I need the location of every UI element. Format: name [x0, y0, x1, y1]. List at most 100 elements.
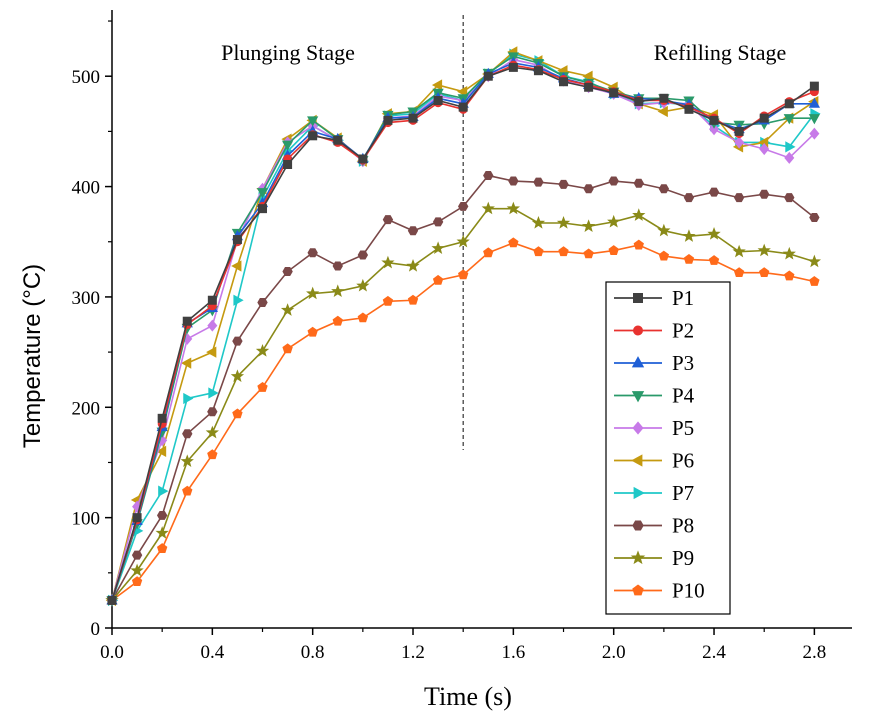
- data-point-p9: [331, 284, 345, 298]
- data-point-p10: [533, 246, 544, 257]
- legend-label: P2: [672, 319, 694, 343]
- data-point-p10: [508, 237, 519, 248]
- legend-swatch-marker: [632, 520, 644, 531]
- data-point-p1: [107, 595, 117, 605]
- data-point-p1: [559, 77, 569, 87]
- data-point-p10: [733, 267, 745, 278]
- data-point-p9: [556, 216, 571, 229]
- data-point-p1: [232, 235, 242, 245]
- data-point-p9: [280, 303, 295, 316]
- data-point-p8: [683, 193, 695, 203]
- data-point-p1: [709, 115, 719, 125]
- data-point-p9: [657, 223, 671, 237]
- data-point-p10: [382, 295, 394, 306]
- data-point-p1: [609, 88, 619, 98]
- y-tick-label: 300: [72, 288, 101, 309]
- data-point-p8: [558, 179, 569, 189]
- data-point-p10: [658, 250, 670, 261]
- x-axis-title: Time (s): [424, 682, 512, 711]
- legend: P1 P2 P3 P4 P5 P6 P7 P8 P9 P10: [605, 281, 731, 615]
- data-point-p9: [707, 227, 721, 240]
- legend-label: P3: [672, 351, 694, 375]
- x-tick-label: 1.2: [401, 642, 425, 663]
- x-tick-label: 2.8: [802, 642, 826, 663]
- data-point-p10: [332, 315, 343, 326]
- data-point-p8: [759, 189, 770, 199]
- data-point-p8: [156, 510, 168, 520]
- legend-item-p2: P2: [614, 319, 694, 343]
- data-point-p10: [483, 247, 494, 258]
- data-point-p8: [483, 171, 494, 181]
- data-point-p10: [809, 276, 820, 286]
- data-point-p10: [207, 449, 218, 460]
- data-point-p8: [131, 550, 143, 560]
- legend-box: [605, 281, 731, 615]
- x-tick-label: 2.4: [702, 642, 726, 663]
- series-p10: [106, 237, 820, 605]
- data-point-p10: [432, 274, 444, 285]
- data-point-p8: [733, 193, 745, 203]
- data-point-p5: [734, 136, 745, 149]
- data-point-p6: [582, 70, 593, 82]
- data-point-p4: [307, 116, 319, 127]
- legend-label: P9: [672, 546, 694, 570]
- series-p9: [105, 201, 822, 607]
- data-point-p8: [533, 177, 544, 187]
- data-point-p10: [558, 246, 569, 257]
- legend-label: P1: [672, 286, 694, 310]
- data-point-p1: [734, 126, 744, 136]
- data-point-p1: [333, 135, 343, 145]
- data-point-p8: [382, 215, 394, 225]
- data-point-p10: [131, 576, 143, 587]
- axes-layer: 0.0 0.4 0.8 1.2 1.6 2.0 2.4 2.8 0 100 200 300 400 500: [72, 10, 852, 663]
- data-point-p8: [332, 261, 343, 271]
- data-point-p8: [307, 248, 318, 258]
- data-point-p4: [256, 188, 269, 199]
- data-point-p9: [155, 526, 169, 539]
- data-point-p10: [357, 312, 369, 323]
- legend-item-p5: P5: [614, 416, 694, 440]
- data-point-p5: [759, 143, 770, 156]
- data-point-p7: [233, 294, 244, 306]
- legend-swatch-marker: [631, 454, 643, 467]
- legend-item-p8: P8: [614, 514, 694, 538]
- data-point-p6: [431, 79, 443, 91]
- data-point-p8: [809, 212, 820, 222]
- data-point-p7: [785, 141, 796, 153]
- data-point-p9: [205, 425, 219, 439]
- data-point-p10: [282, 343, 293, 354]
- data-point-p9: [230, 369, 245, 383]
- data-point-p10: [608, 245, 619, 255]
- y-axis-title: Temperature (°C): [19, 264, 46, 448]
- data-point-p9: [456, 234, 470, 248]
- data-point-p1: [383, 115, 393, 125]
- data-point-p1: [784, 99, 794, 109]
- legend-label: P4: [672, 384, 695, 408]
- legend-swatch-marker: [631, 356, 645, 368]
- data-point-p9: [732, 244, 746, 258]
- data-point-p8: [508, 176, 519, 186]
- data-point-p8: [407, 226, 419, 236]
- data-point-p7: [208, 387, 219, 399]
- data-point-p6: [206, 346, 217, 358]
- data-point-p1: [308, 131, 318, 141]
- data-point-p10: [784, 270, 795, 281]
- data-point-p10: [633, 239, 644, 250]
- data-point-p8: [432, 217, 444, 227]
- data-point-p8: [232, 336, 243, 346]
- data-point-p3: [808, 97, 820, 108]
- data-point-p1: [433, 95, 443, 105]
- x-tick-label: 0.4: [200, 642, 224, 663]
- legend-label: P5: [672, 416, 694, 440]
- data-point-p10: [759, 267, 770, 278]
- legend-swatch-marker: [633, 293, 643, 303]
- data-point-p8: [708, 187, 720, 197]
- data-point-p1: [659, 93, 669, 103]
- series-p1: [107, 62, 819, 605]
- data-point-p10: [683, 253, 695, 264]
- data-point-p9: [782, 246, 796, 260]
- data-point-p1: [759, 113, 769, 123]
- data-point-p9: [682, 229, 696, 242]
- data-point-p9: [581, 219, 596, 232]
- x-tick-label: 2.0: [602, 642, 626, 663]
